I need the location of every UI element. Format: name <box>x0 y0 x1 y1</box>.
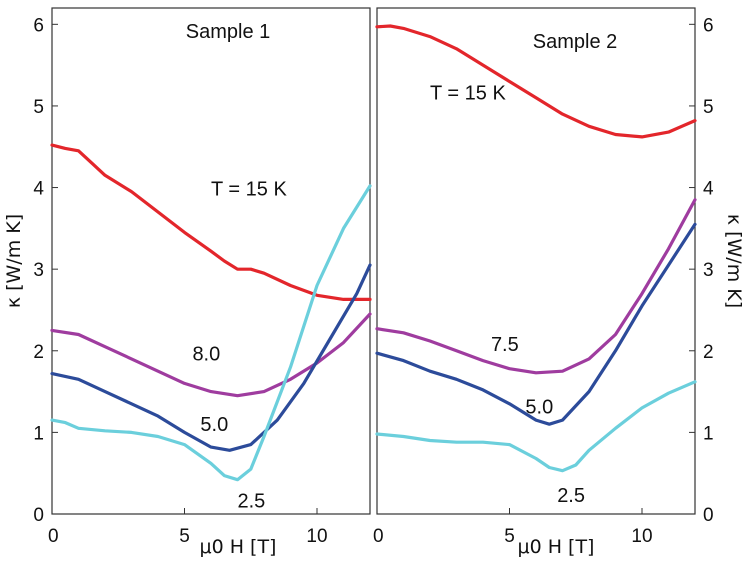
panel-2-curves <box>375 24 697 473</box>
panel-2-y-tick-label: 0 <box>703 505 714 526</box>
panel-sample-2: 0 5 10 0 1 2 3 4 5 6 T = 15 K 7.5 5.0 2.5 Sample 2 κ… <box>373 7 745 558</box>
panel-1-series-label: T = 15 K <box>211 179 287 201</box>
panel-1-title: Sample 1 <box>186 21 271 43</box>
panel-2-series-2.5 <box>375 380 697 473</box>
panel-2-series-7.5 <box>375 198 697 375</box>
panel-2-frame <box>376 7 696 515</box>
panel-2-series-label: 2.5 <box>557 485 585 507</box>
panel-1-series-label: 5.0 <box>200 414 228 436</box>
panel-1-x-axis-label: μ0 H [T] <box>200 536 277 558</box>
panel-2-series-labels: T = 15 K 7.5 5.0 2.5 <box>430 82 585 506</box>
panel-1-frame <box>51 7 371 515</box>
panel-2-series-label: 7.5 <box>491 334 519 356</box>
panel-2-x-tick-label: 5 <box>504 526 515 547</box>
panel-1-series-2.5 <box>50 184 372 482</box>
panel-2-y-tick-label: 1 <box>703 423 714 444</box>
panel-1-curves <box>50 143 372 482</box>
panel-2-y-tick-label: 3 <box>703 260 714 281</box>
panel-2-title: Sample 2 <box>533 31 618 53</box>
panel-1-series-label: 8.0 <box>192 344 220 366</box>
panel-2-x-tick-label: 0 <box>373 526 384 547</box>
panel-2-series-t-15-k <box>375 24 697 139</box>
panel-2-y-tick-label: 4 <box>703 179 714 200</box>
panel-2-series-label: T = 15 K <box>430 82 506 104</box>
panel-1-y-tick-label: 2 <box>33 342 44 363</box>
panel-1-x-tick-label: 10 <box>306 526 327 547</box>
panel-1-y-tick-label: 4 <box>33 179 44 200</box>
panel-2-y-tick-label: 6 <box>703 15 714 36</box>
panel-1-series-label: 2.5 <box>238 490 266 512</box>
panel-1-y-tick-label: 3 <box>33 260 44 281</box>
panel-1-series-labels: T = 15 K 8.0 5.0 2.5 <box>192 179 287 513</box>
panel-1-ticks: 0 5 10 0 1 2 3 4 5 6 <box>33 15 327 547</box>
panel-2-x-axis-label: μ0 H [T] <box>518 536 595 558</box>
panel-1-y-tick-label: 6 <box>33 15 44 36</box>
panel-2-x-tick-label: 10 <box>631 526 652 547</box>
panel-1-y-axis-label: κ [W/m K] <box>3 214 25 308</box>
panel-1-x-tick-label: 5 <box>179 526 190 547</box>
panel-1-series-t-15-k <box>50 143 372 301</box>
panel-1-y-tick-label: 5 <box>33 97 44 118</box>
panel-2-y-tick-label: 5 <box>703 97 714 118</box>
panel-2-y-tick-label: 2 <box>703 342 714 363</box>
panel-1-x-tick-label: 0 <box>48 526 59 547</box>
panel-sample-1: 0 5 10 0 1 2 3 4 5 6 T = 15 K 8.0 5.0 2.5 Sample 1 κ… <box>3 7 372 558</box>
panel-1-series-5.0 <box>50 263 372 452</box>
panel-2-series-label: 5.0 <box>525 397 553 419</box>
panel-1-y-tick-label: 1 <box>33 423 44 444</box>
panel-1-y-tick-label: 0 <box>33 505 44 526</box>
panel-2-ticks: 0 5 10 0 1 2 3 4 5 6 <box>373 15 714 547</box>
panel-2-y-axis-label: κ [W/m K] <box>723 214 745 308</box>
panel-2-series-5.0 <box>375 222 697 426</box>
